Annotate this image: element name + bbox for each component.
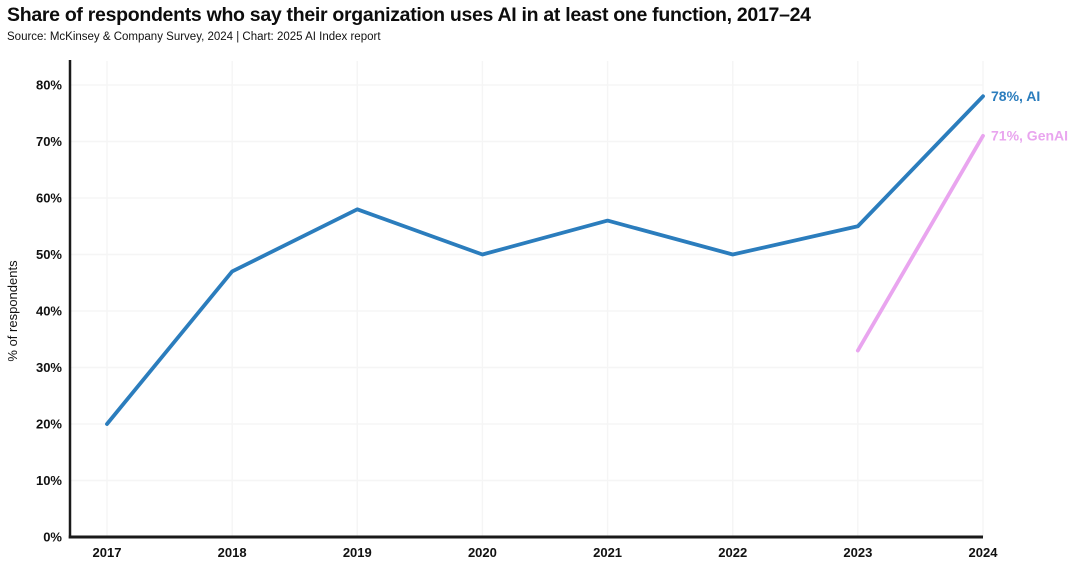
- x-tick-label: 2022: [718, 545, 747, 560]
- x-tick-label: 2019: [343, 545, 372, 560]
- series-end-label-genai: 71%, GenAI: [991, 127, 1068, 143]
- x-tick-label: 2017: [93, 545, 122, 560]
- y-tick-label: 80%: [36, 78, 62, 93]
- x-tick-label: 2024: [969, 545, 999, 560]
- chart-title: Share of respondents who say their organ…: [7, 4, 811, 26]
- chart-source: Source: McKinsey & Company Survey, 2024 …: [7, 31, 381, 43]
- series-end-label-ai: 78%, AI: [991, 88, 1040, 104]
- y-tick-label: 30%: [36, 360, 62, 375]
- x-tick-label: 2018: [218, 545, 247, 560]
- x-tick-label: 2020: [468, 545, 497, 560]
- x-tick-label: 2023: [843, 545, 872, 560]
- y-tick-label: 40%: [36, 304, 62, 319]
- y-tick-label: 20%: [36, 417, 62, 432]
- y-tick-label: 0%: [43, 530, 62, 545]
- y-axis-title: % of respondents: [5, 260, 20, 362]
- x-tick-label: 2021: [593, 545, 622, 560]
- series-line-genai: [855, 133, 985, 353]
- y-tick-label: 10%: [36, 473, 62, 488]
- y-tick-label: 50%: [36, 247, 62, 262]
- y-tick-label: 70%: [36, 134, 62, 149]
- series-line-ai: [105, 94, 985, 426]
- y-tick-label: 60%: [36, 191, 62, 206]
